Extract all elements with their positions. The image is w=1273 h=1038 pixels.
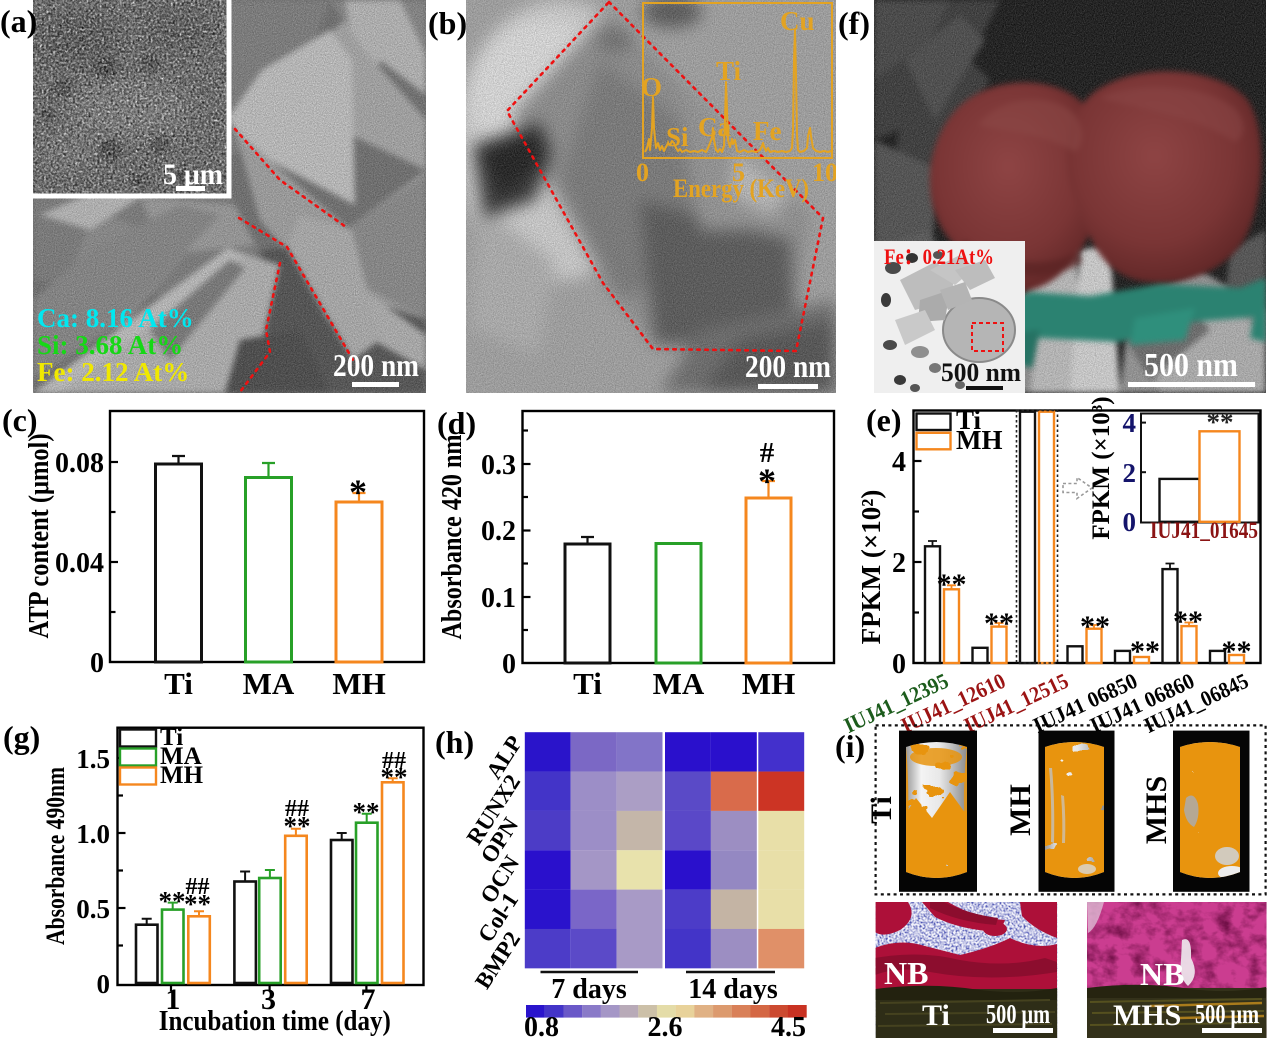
svg-text:FPKM (×10³): FPKM (×10³): [1088, 396, 1115, 539]
svg-text:0.5: 0.5: [76, 894, 110, 924]
svg-text:4: 4: [1123, 408, 1137, 438]
svg-text:Ti: Ti: [716, 56, 742, 86]
svg-text:O: O: [641, 72, 662, 102]
svg-text:0.1: 0.1: [481, 583, 516, 614]
svg-text:5: 5: [732, 158, 745, 187]
svg-text:##: ##: [382, 748, 406, 774]
svg-text:Energy (KeV): Energy (KeV): [673, 174, 809, 203]
svg-text:0: 0: [97, 969, 111, 999]
svg-text:0.8: 0.8: [524, 1012, 559, 1038]
svg-text:7 days: 7 days: [551, 974, 627, 1005]
svg-text:Ca: 8.16 At%: Ca: 8.16 At%: [37, 303, 194, 333]
svg-text:**: **: [353, 797, 380, 827]
svg-text:FPKM (×10²): FPKM (×10²): [856, 490, 886, 645]
svg-text:(d): (d): [437, 405, 476, 441]
svg-text:Si: Si: [666, 122, 689, 152]
svg-text:MA: MA: [160, 743, 202, 770]
svg-text:14 days: 14 days: [688, 974, 778, 1005]
svg-text:**: **: [1207, 407, 1234, 437]
svg-text:MA: MA: [653, 666, 705, 701]
svg-text:0.2: 0.2: [481, 516, 516, 547]
svg-text:(i): (i): [835, 728, 865, 764]
svg-text:200 nm: 200 nm: [333, 347, 419, 383]
svg-text:Fe: Fe: [753, 116, 781, 146]
svg-text:0.04: 0.04: [55, 548, 104, 579]
svg-text:0.08: 0.08: [55, 448, 104, 479]
svg-text:0: 0: [892, 649, 906, 680]
svg-text:(h): (h): [435, 724, 474, 760]
svg-text:**: **: [1222, 635, 1252, 668]
svg-text:(e): (e): [866, 402, 902, 438]
svg-text:500 nm: 500 nm: [941, 358, 1021, 387]
svg-text:**: **: [159, 886, 186, 916]
svg-text:Ti: Ti: [160, 724, 183, 751]
svg-text:**: **: [184, 889, 211, 919]
svg-text:*: *: [349, 472, 367, 512]
svg-text:0: 0: [90, 648, 104, 679]
svg-text:Ca: Ca: [698, 112, 731, 142]
svg-text:1: 1: [165, 983, 180, 1016]
svg-text:MH: MH: [332, 666, 385, 701]
svg-text:NB: NB: [884, 955, 928, 991]
svg-text:Ti: Ti: [865, 796, 898, 824]
svg-text:0: 0: [636, 158, 649, 187]
svg-text:Absorbance 490nm: Absorbance 490nm: [41, 767, 70, 945]
svg-text:Ti: Ti: [922, 999, 950, 1032]
svg-text:2.6: 2.6: [648, 1012, 683, 1038]
svg-text:10: 10: [812, 158, 838, 187]
svg-text:**: **: [1173, 605, 1203, 638]
svg-text:**: **: [984, 607, 1014, 640]
svg-text:MHS: MHS: [1113, 999, 1181, 1032]
svg-text:#: #: [760, 437, 775, 469]
svg-text:(g): (g): [3, 719, 40, 755]
svg-text:1.0: 1.0: [76, 819, 110, 849]
svg-text:0: 0: [1123, 507, 1137, 537]
svg-text:Ti: Ti: [956, 405, 982, 435]
svg-text:2: 2: [892, 548, 906, 579]
svg-text:MH: MH: [1004, 784, 1037, 836]
svg-text:2: 2: [1123, 458, 1137, 488]
svg-text:Fe: 2.12 At%: Fe: 2.12 At%: [37, 357, 189, 387]
svg-text:IUJ41_01645: IUJ41_01645: [1150, 518, 1258, 543]
svg-text:*: *: [758, 461, 776, 501]
svg-text:500 μm: 500 μm: [1195, 999, 1259, 1029]
svg-text:5 μm: 5 μm: [163, 158, 223, 191]
svg-text:NB: NB: [1140, 956, 1184, 992]
svg-text:##: ##: [285, 796, 309, 822]
svg-text:Cu: Cu: [780, 6, 815, 36]
svg-text:**: **: [937, 568, 967, 601]
svg-text:(b): (b): [428, 5, 467, 41]
svg-text:1.5: 1.5: [76, 744, 110, 774]
svg-text:MH: MH: [742, 666, 795, 701]
svg-text:500 μm: 500 μm: [986, 999, 1050, 1029]
svg-text:Fe：0.21At%: Fe：0.21At%: [884, 244, 994, 269]
svg-text:(c): (c): [2, 402, 38, 438]
svg-text:Absorbance 420 nm: Absorbance 420 nm: [437, 435, 468, 640]
svg-text:##: ##: [186, 874, 210, 900]
svg-text:Ti: Ti: [573, 666, 602, 701]
svg-text:MH: MH: [956, 425, 1003, 455]
svg-text:0.3: 0.3: [481, 450, 516, 481]
svg-text:MHS: MHS: [1140, 776, 1173, 844]
svg-text:(a): (a): [0, 3, 37, 39]
svg-text:500 nm: 500 nm: [1144, 347, 1238, 384]
svg-text:200 nm: 200 nm: [745, 348, 831, 384]
svg-text:ATP content (μmol): ATP content (μmol): [24, 434, 55, 639]
svg-text:Si: 3.68 At%: Si: 3.68 At%: [37, 330, 183, 360]
svg-text:4: 4: [892, 447, 906, 478]
svg-text:**: **: [1130, 635, 1160, 668]
svg-text:MA: MA: [243, 666, 295, 701]
svg-text:7: 7: [361, 983, 376, 1016]
svg-text:**: **: [381, 762, 408, 792]
svg-text:**: **: [284, 811, 311, 841]
svg-text:3: 3: [261, 983, 276, 1016]
svg-text:0: 0: [502, 649, 516, 680]
svg-text:**: **: [1080, 610, 1110, 643]
svg-text:4.5: 4.5: [771, 1012, 806, 1038]
svg-text:Incubation time (day): Incubation time (day): [159, 1006, 391, 1037]
svg-text:MH: MH: [160, 762, 204, 789]
svg-text:(f): (f): [838, 5, 870, 41]
svg-text:Ti: Ti: [164, 666, 193, 701]
